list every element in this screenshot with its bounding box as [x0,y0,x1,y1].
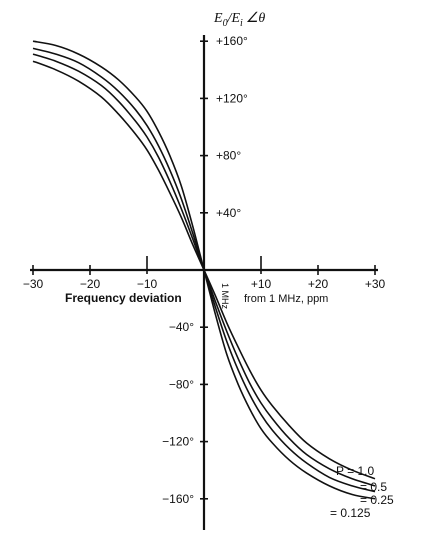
y-title-slash: /E [227,11,241,26]
x-axis-label-units: from 1 MHz, ppm [244,293,328,305]
series-label: = 0.5 [360,480,387,494]
svg-text:E0/Ei∠θ: E0/Ei ∠θ [213,11,265,29]
y-axis-title: E0/Ei ∠θ [213,11,265,29]
y-tick-label: +80° [216,149,241,163]
y-title-main: E [213,11,223,26]
axis-annotation: 1 MHz [220,283,230,310]
y-tick-label: +160° [216,34,248,48]
x-tick-label: −20 [80,277,101,291]
x-tick-label: +20 [308,277,329,291]
y-tick-label: +40° [216,206,241,220]
y-tick-label: −40° [169,320,194,334]
x-axis-label: Frequency deviation [65,291,182,305]
y-tick-label: −120° [162,435,194,449]
x-tick-label: +10 [251,277,272,291]
curves-group [32,40,376,500]
series-line-4 [32,60,376,480]
y-tick-label: +120° [216,91,248,105]
y-title-sub-i: i [240,18,243,29]
series-label: = 0.25 [360,493,394,507]
x-tick-label: +30 [365,277,386,291]
y-tick-label: −80° [169,377,194,391]
x-tick-label: −10 [137,277,158,291]
x-tick-label: −30 [23,277,44,291]
y-title-angle: ∠θ [246,11,266,26]
series-labels-group: P = 1.0 = 0.5= 0.25= 0.125 [330,464,394,520]
series-label: = 0.125 [330,506,371,520]
x-ticks-group: −30 −20 −10 +10 +20 +30 [23,256,386,291]
y-ticks-group: +160° +120° +80° +40° −40° −80° −120° −160° [162,34,248,506]
y-title-sub-0: 0 [223,18,228,29]
series-label: P = 1.0 [336,464,374,478]
y-tick-label: −160° [162,492,194,506]
